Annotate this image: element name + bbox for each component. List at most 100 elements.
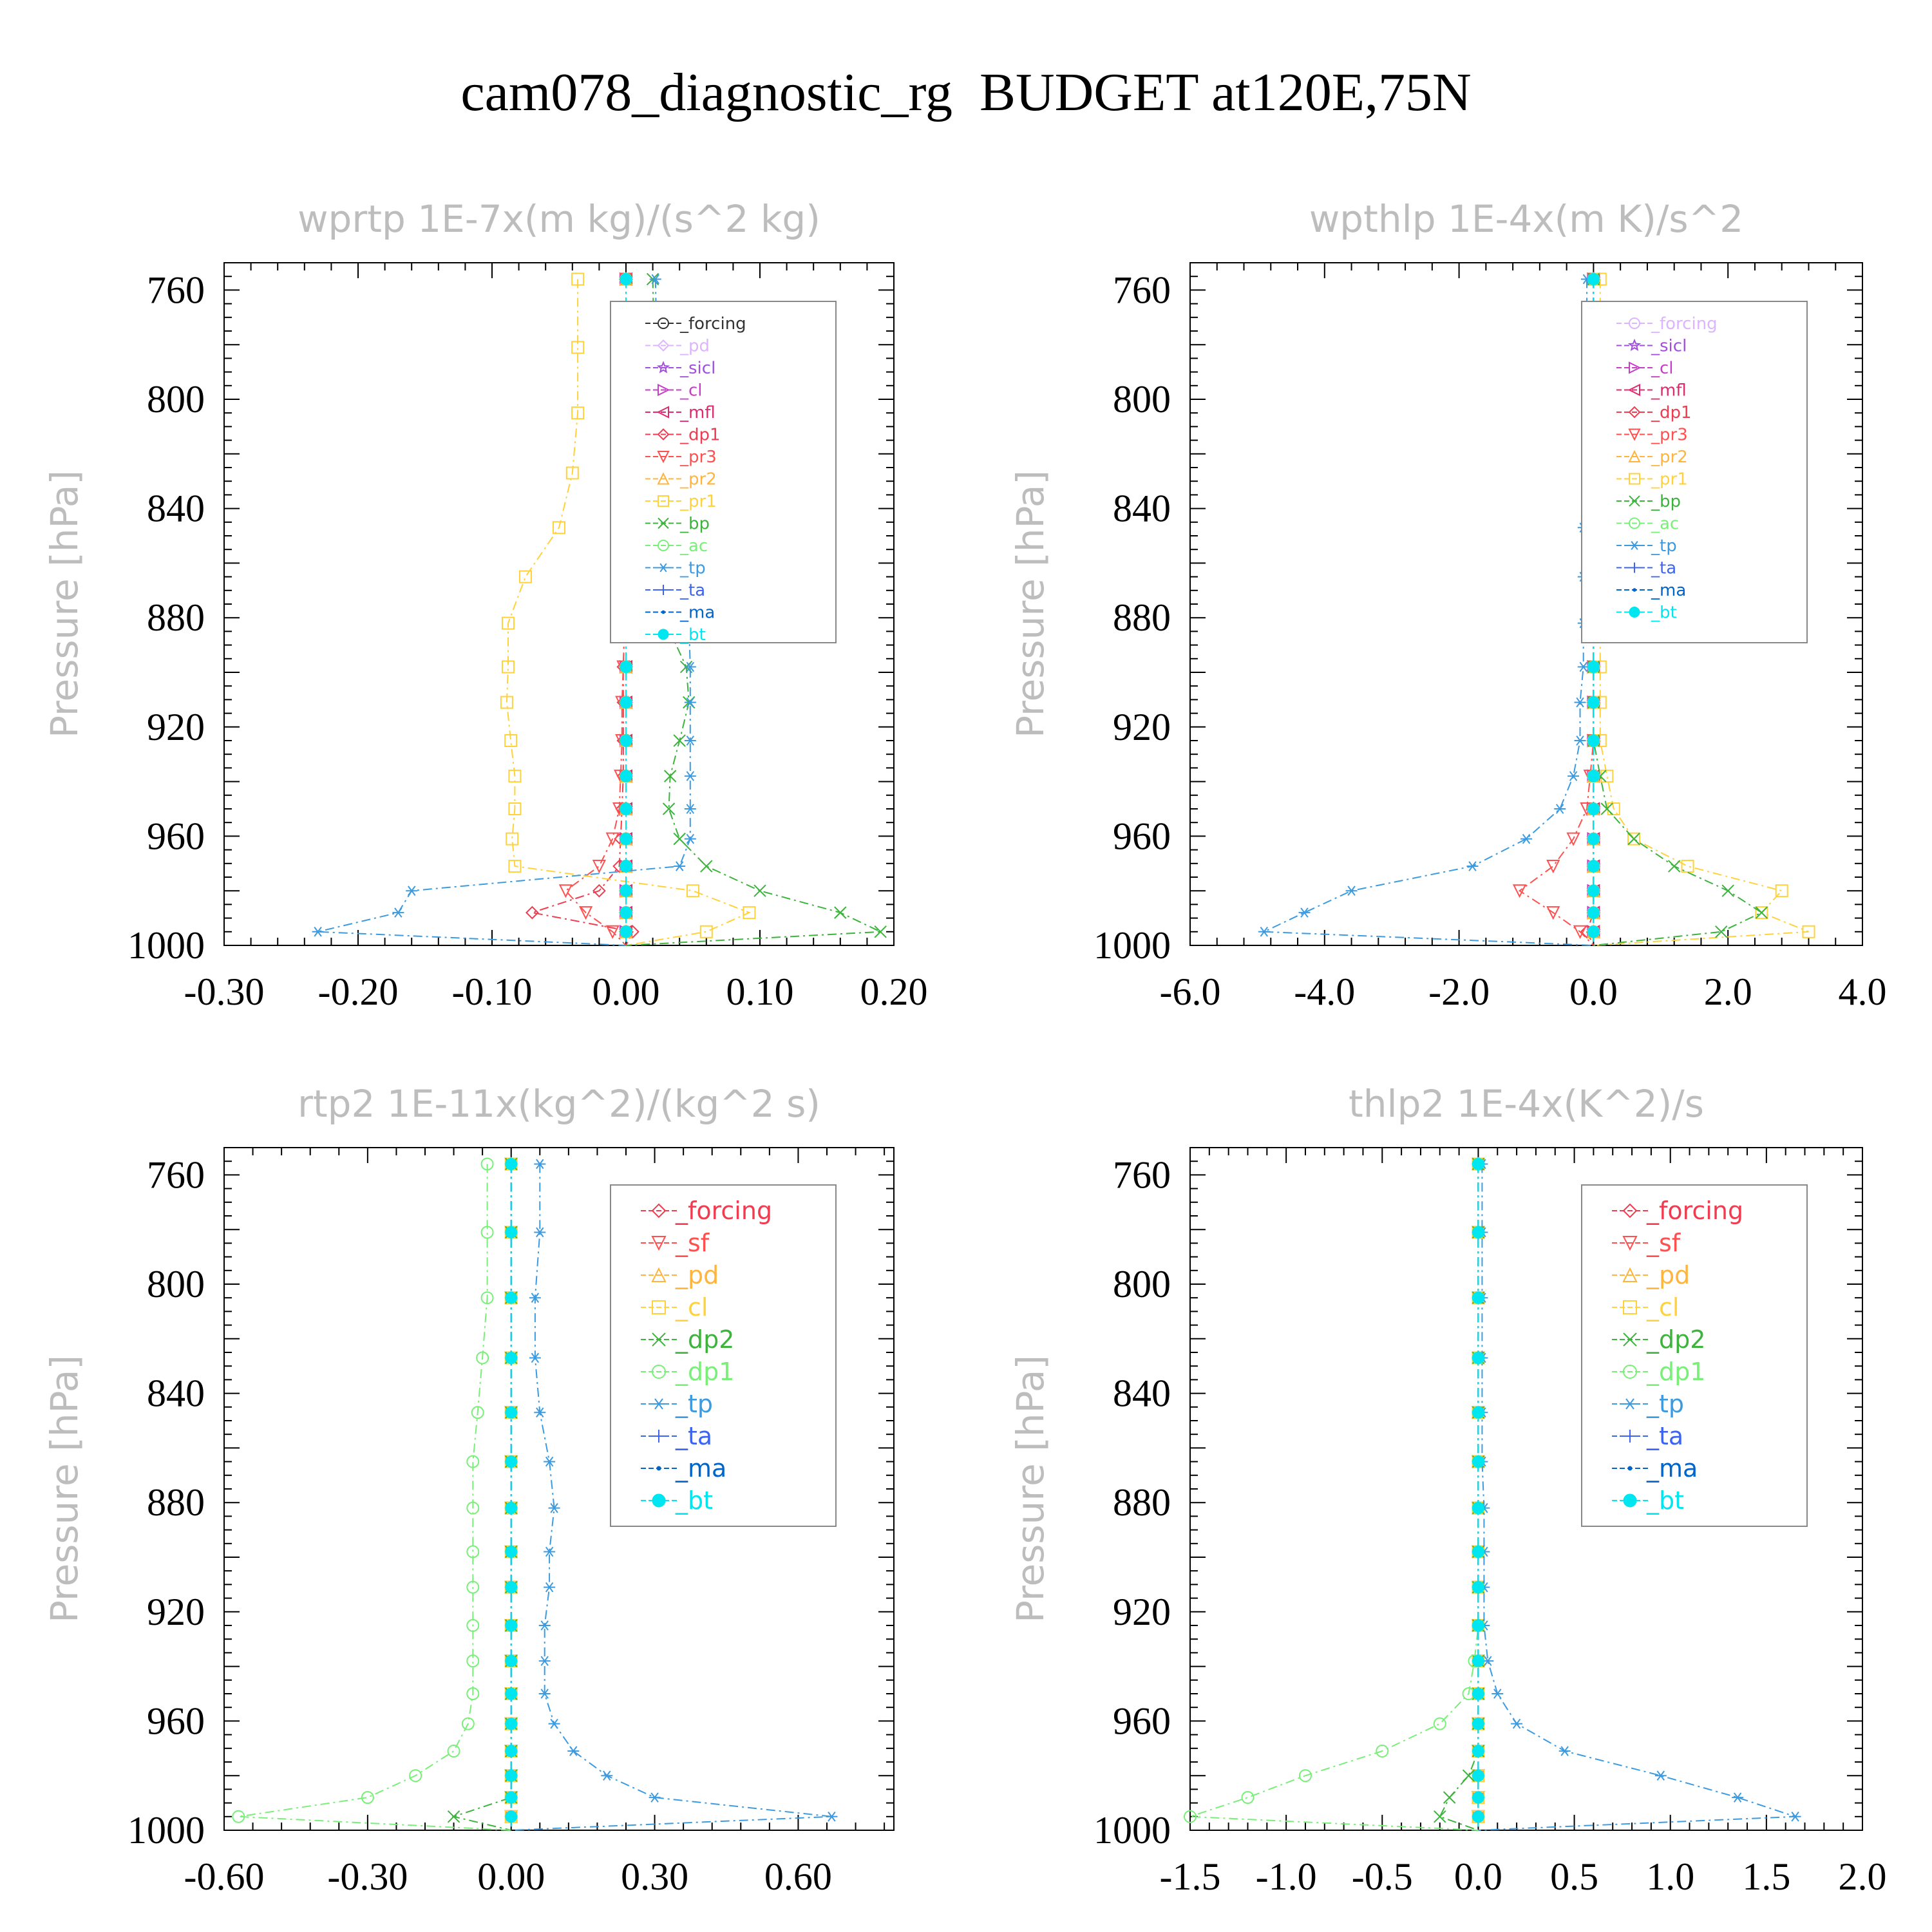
- legend-label: _pd: [1646, 1261, 1690, 1289]
- legend-marker: [1622, 1203, 1638, 1218]
- legend-marker: [658, 383, 670, 397]
- y-axis-label: Pressure [hPa]: [1009, 470, 1052, 738]
- data-point: [480, 1157, 494, 1171]
- legend-label: _cl: [675, 1293, 708, 1321]
- panel-title: wprtp 1E-7x(m kg)/(s^2 kg): [298, 197, 820, 241]
- y-tick-label: 880: [147, 596, 205, 639]
- x-tick-label: 0.0: [1569, 971, 1618, 1013]
- y-tick-label: 880: [1113, 1481, 1171, 1524]
- data-point: [1554, 804, 1566, 814]
- data-point: [1600, 770, 1614, 783]
- data-point: [534, 1227, 546, 1238]
- data-point: [1443, 1791, 1456, 1804]
- x-tick-label: 0.30: [621, 1855, 688, 1898]
- data-point: [1241, 1791, 1255, 1804]
- legend-marker: [1623, 1365, 1637, 1379]
- data-point: [500, 696, 513, 709]
- legend-label: _sicl: [1651, 337, 1687, 356]
- series-line: [1593, 279, 1763, 946]
- data-point: [684, 697, 696, 708]
- data-point: [501, 660, 515, 674]
- legend-marker: [652, 1398, 665, 1410]
- x-tick-label: -4.0: [1294, 971, 1355, 1013]
- data-point: [1627, 832, 1641, 846]
- x-tick-label: -6.0: [1160, 971, 1221, 1013]
- data-point: [466, 1455, 480, 1468]
- series-tp: [1258, 274, 1594, 946]
- legend-box: [1581, 1184, 1808, 1527]
- data-point: [1755, 906, 1768, 920]
- data-point: [687, 884, 699, 898]
- y-tick-label: 760: [147, 269, 205, 311]
- legend-marker: [658, 629, 669, 640]
- data-point: [1298, 1769, 1312, 1783]
- legend-marker: [1628, 450, 1641, 462]
- legend-marker: [657, 451, 670, 464]
- legend-label: _bt: [1651, 603, 1677, 623]
- data-point: [620, 661, 632, 674]
- legend-marker: [657, 339, 670, 352]
- legend-label: _sicl: [679, 359, 715, 378]
- y-tick-label: 960: [1113, 815, 1171, 857]
- legend-marker: [652, 1300, 666, 1314]
- legend-label: _pr2: [1651, 448, 1688, 467]
- data-point: [565, 466, 579, 480]
- x-tick-label: 1.0: [1646, 1855, 1694, 1898]
- series-line: [564, 279, 627, 946]
- x-tick-label: 0.10: [726, 971, 794, 1013]
- data-point: [601, 1770, 613, 1781]
- x-tick-label: -0.10: [452, 971, 533, 1013]
- data-point: [538, 1656, 551, 1666]
- y-tick-label: 1000: [128, 1809, 205, 1852]
- data-point: [1654, 1770, 1667, 1781]
- legend-marker: [1622, 1236, 1638, 1251]
- data-point: [1184, 1810, 1197, 1823]
- legend-marker: [1623, 1300, 1637, 1314]
- data-point: [620, 925, 632, 938]
- data-point: [1587, 696, 1600, 709]
- y-tick-label: 840: [147, 1372, 205, 1415]
- data-point: [1587, 770, 1600, 782]
- legend-label: _ta: [679, 581, 705, 600]
- legend-marker: [1629, 317, 1640, 329]
- data-point: [447, 1745, 460, 1758]
- legend-label: _tp: [675, 1390, 713, 1418]
- data-point: [684, 771, 696, 781]
- y-tick-label: 800: [1113, 1263, 1171, 1305]
- data-point: [1376, 1745, 1389, 1758]
- legend-label: _pd: [675, 1261, 719, 1289]
- data-point: [1715, 925, 1728, 938]
- legend-label: _pr3: [1651, 426, 1688, 445]
- legend-marker: [657, 428, 670, 440]
- data-point: [578, 906, 593, 920]
- data-point: [1472, 1406, 1484, 1419]
- legend-label: _dp1: [1646, 1358, 1705, 1386]
- legend-marker: [658, 540, 669, 551]
- data-point: [505, 1157, 518, 1170]
- data-point: [684, 804, 696, 814]
- y-tick-label: 960: [147, 815, 205, 857]
- data-point: [699, 925, 713, 938]
- y-tick-label: 920: [147, 1591, 205, 1633]
- legend: _forcing _sicl _cl _mfl _dp1 _pr3 _pr2 _pr1 _bp _…: [1581, 301, 1808, 643]
- x-tick-label: 1.5: [1742, 1855, 1790, 1898]
- x-tick-label: 4.0: [1839, 971, 1887, 1013]
- legend-label: _pr2: [679, 470, 717, 489]
- legend-marker: [1627, 338, 1642, 352]
- data-point: [620, 802, 632, 815]
- data-point: [1511, 1718, 1523, 1729]
- series-line: [451, 1164, 512, 1831]
- legend-marker: [1623, 1493, 1637, 1508]
- legend-marker: [652, 1332, 666, 1347]
- legend-label: _ac: [679, 536, 708, 556]
- legend-label: _mfl: [679, 403, 715, 422]
- data-point: [1600, 802, 1613, 815]
- data-point: [1789, 1812, 1801, 1822]
- data-point: [534, 1407, 546, 1418]
- data-point: [505, 1226, 518, 1238]
- legend-label: _ta: [1646, 1422, 1683, 1450]
- x-tick-label: 0.5: [1550, 1855, 1598, 1898]
- x-tick-label: 0.20: [860, 971, 928, 1013]
- data-point: [1627, 832, 1640, 846]
- data-point: [620, 884, 632, 897]
